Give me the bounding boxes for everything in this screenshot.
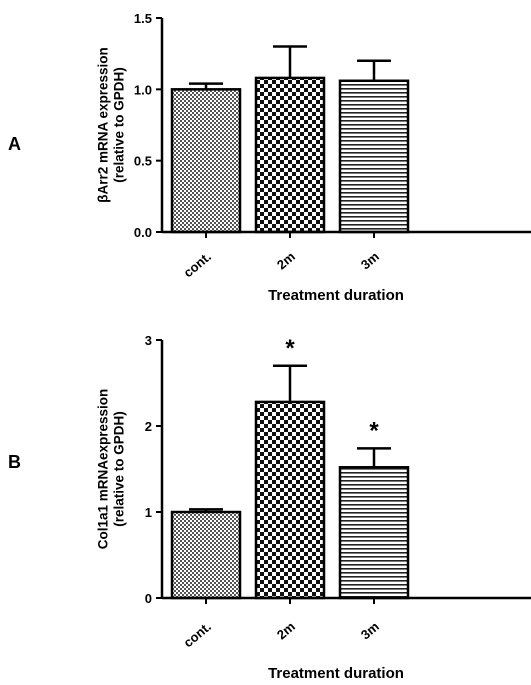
y-axis-label: Col1a1 mRNAexpression(relative to GPDH) [95,389,126,550]
y-tick-label: 1.5 [134,11,152,26]
bar-cont [172,512,240,598]
bar-2m [256,78,324,232]
y-axis-label: βArr2 mRNA expression(relative to GPDH) [95,47,126,203]
y-tick-label: 3 [145,333,152,348]
bar-3m [340,81,408,232]
y-axis-label-line1: Col1a1 mRNAexpression [95,389,110,550]
bar-3m [340,467,408,598]
bar-2m [256,402,324,598]
y-tick-label: 0 [145,591,152,606]
x-tick-label: 3m [358,619,382,643]
y-tick-label: 1.0 [134,82,152,97]
x-tick-label: 2m [274,619,298,643]
y-tick-label: 0.5 [134,154,152,169]
x-axis-label: Treatment duration [268,287,404,304]
significance-marker: * [369,417,379,444]
y-axis-label-line1: βArr2 mRNA expression [95,47,110,203]
x-axis-label: Treatment duration [268,665,404,682]
x-tick-label: cont. [180,249,213,280]
x-tick-label: 3m [358,249,382,273]
panel-label: A [8,134,21,154]
significance-marker: * [285,335,295,362]
y-axis-label-line2: (relative to GPDH) [112,67,127,183]
x-tick-label: 2m [274,249,298,273]
y-axis-label-line2: (relative to GPDH) [112,411,127,527]
y-tick-label: 1 [145,505,152,520]
x-tick-label: cont. [180,619,213,650]
y-tick-label: 2 [145,419,152,434]
y-tick-label: 0.0 [134,225,152,240]
panel-label: B [8,452,21,472]
bar-cont [172,89,240,232]
